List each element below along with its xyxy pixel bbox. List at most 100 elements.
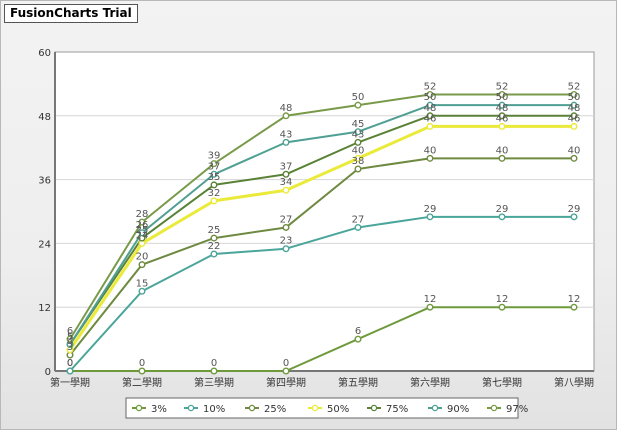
data-label: 40 [352,145,365,156]
data-point [210,170,218,178]
data-point [210,367,218,375]
data-label: 37 [280,161,293,172]
data-label: 39 [208,151,221,162]
data-label: 6 [355,326,361,337]
data-label: 50 [568,92,581,103]
data-point [570,303,578,311]
data-label: 12 [424,294,437,305]
data-label: 40 [568,145,581,156]
data-label: 24 [136,230,149,241]
data-label: 50 [496,92,509,103]
data-point [498,303,506,311]
data-label: 48 [424,103,437,114]
data-point [354,154,362,162]
data-point [498,213,506,221]
data-label: 27 [280,214,293,225]
data-label: 40 [424,145,437,156]
y-tick-label: 12 [38,303,51,314]
data-label: 4 [67,337,73,348]
x-tick-label: 第八學期 [554,376,594,389]
data-point [570,112,578,120]
data-point [138,367,146,375]
data-label: 26 [136,220,149,231]
data-point [426,154,434,162]
data-point [282,170,290,178]
series-line [69,93,574,340]
legend-swatch-marker [135,404,143,412]
legend-item-label: 97% [506,404,528,415]
series-line [68,124,574,351]
data-point [210,181,218,189]
y-tick-label: 24 [38,239,51,250]
data-label: 6 [67,326,73,337]
data-point [498,91,506,99]
data-label: 38 [352,156,365,167]
data-label: 50 [424,92,437,103]
data-label: 29 [568,204,581,215]
data-point [354,138,362,146]
data-point [210,160,218,168]
legend-swatch-marker [431,404,439,412]
data-point [426,122,434,130]
data-point [354,223,362,231]
x-tick-label: 第四學期 [266,376,306,389]
x-tick-label: 第一學期 [50,376,90,389]
data-label: 48 [568,103,581,114]
data-point [282,138,290,146]
data-point [138,229,146,237]
y-tick-label: 60 [38,48,51,59]
data-label: 37 [208,161,221,172]
data-label: 25 [208,225,221,236]
legend-item-label: 25% [264,404,286,415]
data-label: 0 [67,358,73,369]
legend-swatch-marker [311,404,319,412]
data-point [426,101,434,109]
data-point [138,287,146,295]
data-point [282,223,290,231]
data-point [354,165,362,173]
data-point [570,154,578,162]
data-label: 34 [280,177,293,188]
data-label: 46 [568,113,581,124]
data-point [354,101,362,109]
series-line [69,215,574,372]
data-point [138,218,146,226]
data-label: 23 [280,236,293,247]
data-label: 3 [67,342,73,353]
data-label: 50 [352,92,365,103]
y-tick-label: 36 [38,176,51,187]
data-label: 52 [424,82,437,93]
data-label: 43 [280,129,293,140]
data-label: 35 [208,172,221,183]
x-tick-label: 第六學期 [410,376,450,389]
data-point [570,122,578,130]
data-label: 27 [352,214,365,225]
data-label: 48 [280,103,293,114]
data-point [210,234,218,242]
y-tick-label: 48 [38,112,51,123]
data-point [426,303,434,311]
data-label: 43 [352,129,365,140]
x-tick-label: 第五學期 [338,376,378,389]
data-point [426,213,434,221]
data-label: 48 [496,103,509,114]
data-point [282,367,290,375]
x-tick-label: 第二學期 [122,376,162,389]
data-label: 52 [568,82,581,93]
data-point [66,335,74,343]
data-point [498,101,506,109]
legend-item-label: 10% [203,404,225,415]
data-label: 0 [283,358,289,369]
data-label: 22 [208,241,221,252]
data-point [498,112,506,120]
data-point [498,154,506,162]
series-line [69,104,574,345]
data-label: 12 [496,294,509,305]
data-label: 12 [568,294,581,305]
legend-item-label: 75% [386,404,408,415]
x-tick-label: 第七學期 [482,376,522,389]
data-label: 28 [136,209,149,220]
data-label: 46 [424,113,437,124]
watermark-label: FusionCharts Trial [4,4,138,23]
